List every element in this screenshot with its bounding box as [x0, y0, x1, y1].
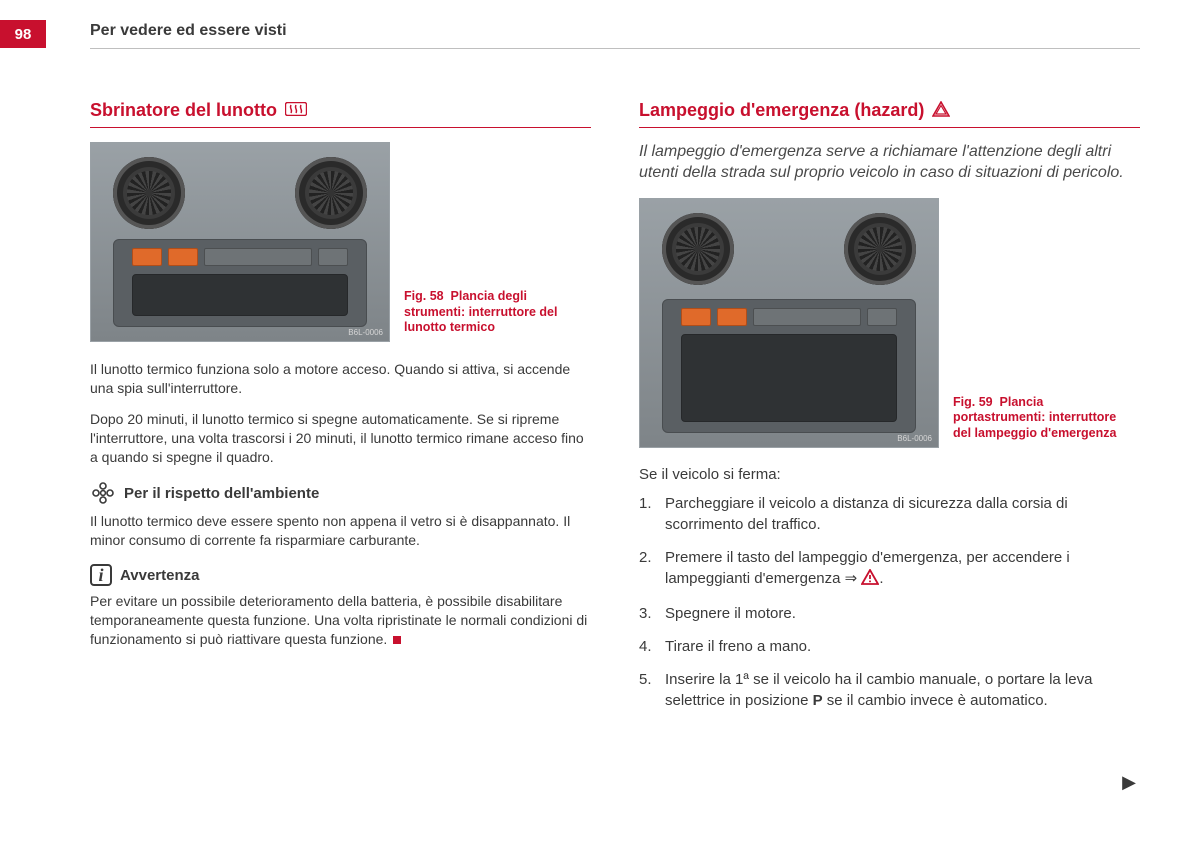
figure-58-badge: B6L-0006: [348, 328, 383, 337]
radio-slot: [681, 334, 897, 422]
note-text: Per evitare un possibile deterioramento …: [90, 592, 591, 649]
left-column: Sbrinatore del lunotto: [90, 100, 591, 829]
figure-59: B6L-0006 Fig. 59 Plancia portastrumenti:…: [639, 198, 1140, 448]
button-row: [681, 306, 897, 328]
steps-lead: Se il veicolo si ferma:: [639, 466, 1140, 483]
center-panel: [113, 239, 367, 327]
button-row: [132, 246, 348, 268]
note-heading: i Avvertenza: [90, 564, 591, 586]
note-text-span: Per evitare un possibile deterioramento …: [90, 593, 587, 647]
blank-switch: [753, 308, 861, 326]
hazard-switch: [132, 248, 162, 266]
list-item: Premere il tasto del lampeggio d'emergen…: [639, 547, 1140, 591]
list-item: Parcheggiare il veicolo a distanza di si…: [639, 493, 1140, 535]
content-columns: Sbrinatore del lunotto: [90, 100, 1140, 829]
figure-59-caption: Fig. 59 Plancia portastrumenti: interrut…: [953, 395, 1123, 448]
end-marker-icon: [393, 636, 401, 644]
blank-switch: [318, 248, 348, 266]
figure-59-image: B6L-0006: [639, 198, 939, 448]
figure-58-image: B6L-0006: [90, 142, 390, 342]
section-title-text: Sbrinatore del lunotto: [90, 100, 277, 121]
page-title: Per vedere ed essere visti: [90, 22, 287, 40]
info-icon: i: [90, 564, 112, 586]
note-heading-text: Avvertenza: [120, 567, 199, 584]
right-column: Lampeggio d'emergenza (hazard) Il lampeg…: [639, 100, 1140, 829]
section-title-text: Lampeggio d'emergenza (hazard): [639, 100, 924, 121]
continue-marker-icon: ▶: [1122, 772, 1136, 793]
air-vent-left: [662, 213, 734, 285]
environment-heading: Per il rispetto dell'ambiente: [90, 480, 591, 506]
section-title-hazard: Lampeggio d'emergenza (hazard): [639, 100, 1140, 128]
steps-list: Parcheggiare il veicolo a distanza di si…: [639, 493, 1140, 711]
environment-text: Il lunotto termico deve essere spento no…: [90, 512, 591, 550]
radio-slot: [132, 274, 348, 316]
hazard-triangle-icon: [932, 101, 950, 120]
body-paragraph: Dopo 20 minuti, il lunotto termico si sp…: [90, 410, 591, 467]
rear-defrost-icon: [285, 102, 307, 119]
defrost-switch: [717, 308, 747, 326]
air-vent-right: [295, 157, 367, 229]
body-paragraph: Il lunotto termico funziona solo a motor…: [90, 360, 591, 398]
section-title-defroster: Sbrinatore del lunotto: [90, 100, 591, 128]
figure-59-badge: B6L-0006: [897, 434, 932, 443]
blank-switch: [867, 308, 897, 326]
hazard-intro: Il lampeggio d'emergenza serve a richiam…: [639, 142, 1140, 184]
recycle-flower-icon: [90, 480, 116, 506]
figure-58-caption: Fig. 58 Plancia degli strumenti: interru…: [404, 289, 574, 342]
list-item: Spegnere il motore.: [639, 603, 1140, 624]
figure-59-label: Fig. 59: [953, 395, 993, 409]
center-panel: [662, 299, 916, 433]
air-vent-right: [844, 213, 916, 285]
figure-58-label: Fig. 58: [404, 289, 444, 303]
list-item: Inserire la 1ª se il veicolo ha il cambi…: [639, 669, 1140, 711]
figure-58: B6L-0006 Fig. 58 Plancia degli strumenti…: [90, 142, 591, 342]
environment-heading-text: Per il rispetto dell'ambiente: [124, 485, 319, 502]
header-rule: [90, 48, 1140, 49]
list-item: Tirare il freno a mano.: [639, 636, 1140, 657]
blank-switch: [204, 248, 312, 266]
page-number-tab: 98: [0, 20, 46, 48]
air-vent-left: [113, 157, 185, 229]
warning-triangle-icon: [861, 569, 879, 591]
hazard-switch: [681, 308, 711, 326]
defrost-switch: [168, 248, 198, 266]
